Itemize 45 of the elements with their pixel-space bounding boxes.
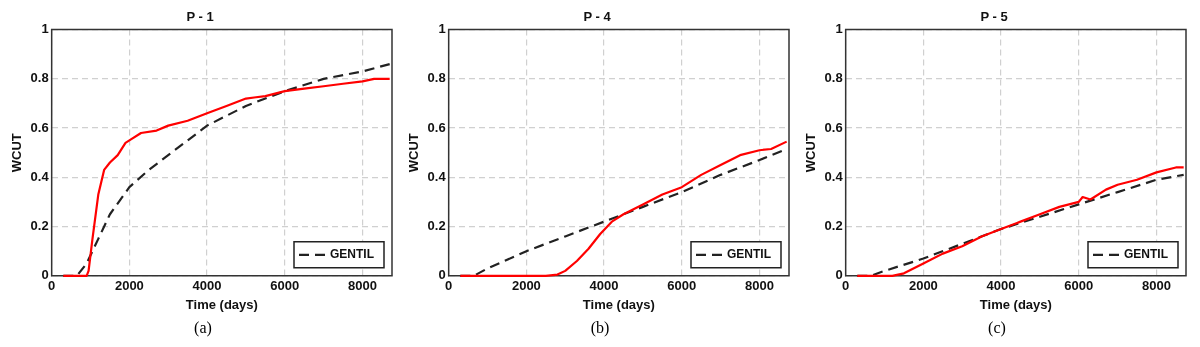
x-axis-title: Time (days): [185, 296, 258, 312]
y-tick-label: 0.6: [824, 119, 843, 135]
x-axis-title: Time (days): [979, 296, 1052, 312]
y-tick-label: 0.2: [427, 218, 446, 234]
legend-label: GENTIL: [330, 247, 374, 262]
y-tick-label: 0.6: [30, 119, 49, 135]
chart-title: P - 5: [980, 9, 1008, 25]
y-tick-label: 0.8: [30, 70, 49, 86]
x-tick-label: 2000: [511, 278, 541, 294]
y-tick-label: 1: [41, 21, 49, 37]
x-tick-label: 4000: [986, 278, 1016, 294]
x-tick-label: 2000: [114, 278, 144, 294]
y-tick-label: 0: [438, 267, 446, 283]
y-tick-label: 0.4: [30, 168, 50, 184]
x-tick-label: 4000: [589, 278, 619, 294]
x-tick-label: 6000: [1064, 278, 1094, 294]
x-axis-title: Time (days): [582, 296, 655, 312]
y-tick-label: 1: [438, 21, 446, 37]
y-axis-title: WCUT: [406, 133, 422, 173]
y-tick-label: 0.4: [824, 168, 844, 184]
legend-label: GENTIL: [1124, 247, 1168, 262]
x-tick-label: 4000: [192, 278, 222, 294]
y-tick-label: 0.2: [30, 218, 49, 234]
x-tick-label: 8000: [348, 278, 377, 294]
x-tick-label: 6000: [667, 278, 697, 294]
x-tick-label: 8000: [745, 278, 774, 294]
y-tick-label: 0.2: [824, 218, 843, 234]
y-tick-label: 0.4: [427, 168, 447, 184]
y-tick-label: 0.6: [427, 119, 446, 135]
y-axis-title: WCUT: [803, 133, 819, 173]
chart-title: P - 1: [186, 9, 214, 25]
x-tick-label: 2000: [908, 278, 938, 294]
y-tick-label: 0.8: [824, 70, 843, 86]
y-tick-label: 0: [41, 267, 49, 283]
x-tick-label: 6000: [270, 278, 300, 294]
text: (c): [988, 319, 1006, 337]
y-axis-title: WCUT: [9, 133, 25, 173]
text: (a): [194, 319, 212, 337]
y-tick-label: 0: [835, 267, 843, 283]
text: (b): [590, 319, 610, 337]
legend-label: GENTIL: [727, 247, 771, 262]
y-tick-label: 1: [835, 21, 843, 37]
y-tick-label: 0.8: [427, 70, 446, 86]
x-tick-label: 8000: [1142, 278, 1171, 294]
chart-title: P - 4: [583, 9, 612, 25]
